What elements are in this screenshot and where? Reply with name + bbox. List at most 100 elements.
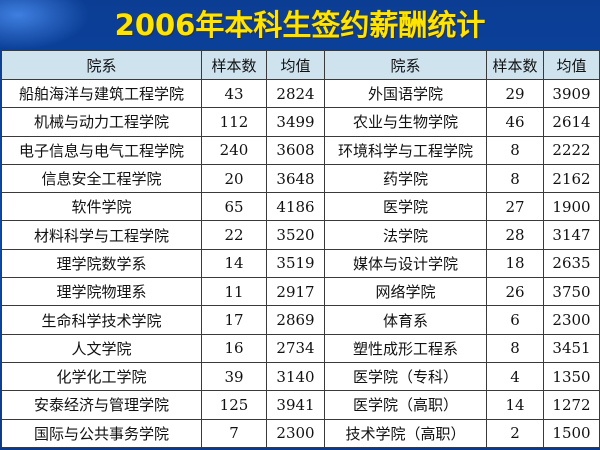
mean-cell: 3648 [266,163,325,194]
department-cell: 体育系 [324,305,487,335]
table-row: 软件学院 65 4186 医学院 27 1900 [1,192,600,222]
department-cell: 医学院 [324,192,487,222]
sample-count-cell: 8 [486,135,544,165]
department-cell: 医学院（高职） [324,390,487,420]
mean-cell: 2162 [543,163,600,194]
sample-count-cell: 28 [486,220,544,250]
table-row: 安泰经济与管理学院 125 3941 医学院（高职） 14 1272 [1,390,600,420]
department-cell: 安泰经济与管理学院 [1,390,202,420]
sample-count-cell: 14 [486,390,544,420]
department-cell: 环境科学与工程学院 [324,135,487,165]
sample-count-cell: 8 [486,333,544,363]
mean-cell: 2734 [266,333,325,363]
sample-count-cell: 17 [201,305,267,335]
sample-count-cell: 4 [486,361,544,392]
sample-count-cell: 2 [486,418,544,449]
corner-decoration [0,0,90,50]
sample-count-cell: 11 [201,277,267,307]
sample-count-cell: 14 [201,248,267,279]
mean-cell: 3608 [266,135,325,165]
department-cell: 生命科学技术学院 [1,305,202,335]
mean-cell: 2300 [543,305,600,335]
mean-cell: 2614 [543,107,600,137]
sample-count-cell: 16 [201,333,267,363]
table-row: 化学化工学院 39 3140 医学院（专科） 4 1350 [1,361,600,392]
table-row: 电子信息与电气工程学院 240 3608 环境科学与工程学院 8 2222 [1,135,600,165]
sample-count-cell: 65 [201,192,267,222]
department-cell: 农业与生物学院 [324,107,487,137]
sample-count-cell: 7 [201,418,267,449]
sample-count-cell: 29 [486,78,544,109]
department-cell: 医学院（专科） [324,361,487,392]
header-sample-count: 样本数 [486,50,544,80]
department-cell: 塑性成形工程系 [324,333,487,363]
table-row: 信息安全工程学院 20 3648 药学院 8 2162 [1,163,600,194]
department-cell: 法学院 [324,220,487,250]
mean-cell: 3519 [266,248,325,279]
department-cell: 软件学院 [1,192,202,222]
department-cell: 材料科学与工程学院 [1,220,202,250]
department-cell: 人文学院 [1,333,202,363]
mean-cell: 3451 [543,333,600,363]
mean-cell: 2917 [266,277,325,307]
department-cell: 药学院 [324,163,487,194]
department-cell: 船舶海洋与建筑工程学院 [1,78,202,109]
sample-count-cell: 240 [201,135,267,165]
department-cell: 网络学院 [324,277,487,307]
table-row: 国际与公共事务学院 7 2300 技术学院（高职） 2 1500 [1,418,600,449]
sample-count-cell: 46 [486,107,544,137]
department-cell: 电子信息与电气工程学院 [1,135,202,165]
sample-count-cell: 39 [201,361,267,392]
mean-cell: 3909 [543,78,600,109]
table-row: 材料科学与工程学院 22 3520 法学院 28 3147 [1,220,600,250]
table-row: 船舶海洋与建筑工程学院 43 2824 外国语学院 29 3909 [1,78,600,109]
sample-count-cell: 43 [201,78,267,109]
mean-cell: 4186 [266,192,325,222]
table-row: 理学院物理系 11 2917 网络学院 26 3750 [1,277,600,307]
header-department: 院系 [1,50,202,80]
mean-cell: 1272 [543,390,600,420]
department-cell: 化学化工学院 [1,361,202,392]
mean-cell: 3941 [266,390,325,420]
mean-cell: 2222 [543,135,600,165]
sample-count-cell: 112 [201,107,267,137]
page-title: 2006年本科生签约薪酬统计 [114,8,486,42]
sample-count-cell: 20 [201,163,267,194]
header-mean: 均值 [543,50,600,80]
table-row: 理学院数学系 14 3519 媒体与设计学院 18 2635 [1,248,600,279]
mean-cell: 2300 [266,418,325,449]
department-cell: 信息安全工程学院 [1,163,202,194]
department-cell: 理学院物理系 [1,277,202,307]
mean-cell: 3140 [266,361,325,392]
department-cell: 外国语学院 [324,78,487,109]
mean-cell: 3147 [543,220,600,250]
mean-cell: 1500 [543,418,600,449]
sample-count-cell: 26 [486,277,544,307]
header-department: 院系 [324,50,487,80]
department-cell: 国际与公共事务学院 [1,418,202,449]
sample-count-cell: 18 [486,248,544,279]
department-cell: 媒体与设计学院 [324,248,487,279]
department-cell: 机械与动力工程学院 [1,107,202,137]
mean-cell: 3750 [543,277,600,307]
sample-count-cell: 22 [201,220,267,250]
sample-count-cell: 27 [486,192,544,222]
salary-table: 院系 样本数 均值 院系 样本数 均值 船舶海洋与建筑工程学院 43 2824 外国语… [1,50,600,449]
mean-cell: 3520 [266,220,325,250]
sample-count-cell: 125 [201,390,267,420]
mean-cell: 2869 [266,305,325,335]
mean-cell: 3499 [266,107,325,137]
header-mean: 均值 [266,50,325,80]
mean-cell: 1350 [543,361,600,392]
table-row: 机械与动力工程学院 112 3499 农业与生物学院 46 2614 [1,107,600,137]
mean-cell: 1900 [543,192,600,222]
mean-cell: 2824 [266,78,325,109]
sample-count-cell: 8 [486,163,544,194]
department-cell: 技术学院（高职） [324,418,487,449]
sample-count-cell: 6 [486,305,544,335]
mean-cell: 2635 [543,248,600,279]
table-header-row: 院系 样本数 均值 院系 样本数 均值 [1,50,600,80]
table-row: 生命科学技术学院 17 2869 体育系 6 2300 [1,305,600,335]
table-row: 人文学院 16 2734 塑性成形工程系 8 3451 [1,333,600,363]
header-sample-count: 样本数 [201,50,267,80]
